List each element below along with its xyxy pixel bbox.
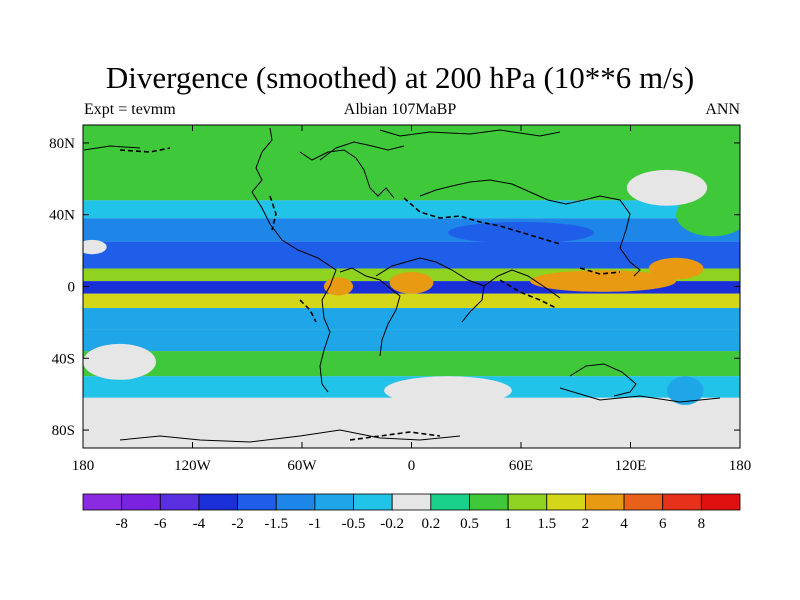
colorbar-box-8 bbox=[391, 493, 432, 511]
contour-blob-3 bbox=[648, 257, 704, 280]
contour-band-4 bbox=[83, 241, 740, 269]
colorbar-label: 6 bbox=[659, 516, 667, 532]
colorbar-label: 4 bbox=[620, 516, 628, 532]
contour-band-7 bbox=[83, 293, 740, 309]
y-tick-label: 80S bbox=[52, 423, 75, 439]
colorbar-label: 8 bbox=[698, 516, 706, 532]
colorbar-label: -1 bbox=[309, 516, 322, 532]
contour-band-2 bbox=[83, 200, 740, 219]
colorbar-box-15 bbox=[662, 493, 702, 511]
colorbar-box-5 bbox=[275, 493, 316, 511]
colorbar-label: 1.5 bbox=[537, 516, 556, 532]
contour-band-0 bbox=[83, 125, 740, 165]
colorbar-label: 0.2 bbox=[421, 516, 440, 532]
contour-blob-7 bbox=[384, 376, 512, 405]
colorbar-label: -0.2 bbox=[380, 516, 404, 532]
contour-band-3 bbox=[83, 218, 740, 242]
contour-band-8 bbox=[83, 308, 740, 330]
colorbar-label: -0.5 bbox=[342, 516, 366, 532]
colorbar-box-11 bbox=[507, 493, 548, 511]
paleo-shorelines bbox=[119, 147, 621, 441]
subtitle-right: ANN bbox=[705, 101, 740, 118]
colorbar-label: -6 bbox=[154, 516, 167, 532]
contour-blob-6 bbox=[626, 169, 708, 206]
contour-blob-1 bbox=[389, 272, 434, 294]
contour-blob-5 bbox=[83, 343, 156, 380]
colorbar-label: 2 bbox=[582, 516, 590, 532]
colorbar-label: 0.5 bbox=[460, 516, 479, 532]
x-tick-label: 180 bbox=[729, 458, 752, 474]
contour-blob-2 bbox=[323, 277, 354, 296]
y-tick-label: 80N bbox=[49, 136, 75, 152]
colorbar-box-3 bbox=[198, 493, 238, 511]
contour-blob-0 bbox=[530, 270, 677, 292]
colorbar-box-0 bbox=[82, 493, 123, 511]
colorbar-box-9 bbox=[430, 493, 470, 511]
colorbar-label: 1 bbox=[504, 516, 512, 532]
x-tick-label: 180 bbox=[72, 458, 95, 474]
contour-band-10 bbox=[83, 351, 740, 377]
y-axis: 80N 40N 0 40S 80S bbox=[49, 136, 740, 439]
contour-band-9 bbox=[83, 329, 740, 352]
colorbar-box-14 bbox=[623, 493, 664, 511]
subtitle-center: Albian 107MaBP bbox=[343, 101, 457, 118]
colorbar-label: -2 bbox=[231, 516, 244, 532]
x-tick-label: 120E bbox=[615, 458, 647, 474]
y-tick-label: 0 bbox=[68, 280, 76, 296]
coastlines bbox=[83, 127, 721, 443]
colorbar-box-7 bbox=[353, 493, 393, 511]
colorbar-box-16 bbox=[700, 493, 741, 511]
colorbar-box-2 bbox=[159, 493, 200, 511]
colorbar-label: -1.5 bbox=[264, 516, 288, 532]
colorbar-box-10 bbox=[469, 493, 509, 511]
colorbar-box-1 bbox=[121, 493, 161, 511]
contour-blob-8 bbox=[83, 239, 107, 255]
x-axis: 180 120W 60W 0 60E 120E 180 bbox=[72, 125, 752, 474]
x-tick-label: 60E bbox=[509, 458, 533, 474]
x-tick-label: 60W bbox=[287, 458, 317, 474]
contour-blob-4 bbox=[676, 193, 740, 237]
y-tick-label: 40S bbox=[52, 351, 75, 367]
chart-title: Divergence (smoothed) at 200 hPa (10**6 … bbox=[105, 60, 695, 95]
y-tick-label: 40N bbox=[49, 208, 75, 224]
x-tick-label: 0 bbox=[408, 458, 416, 474]
subtitle-left: Expt = tevmm bbox=[84, 101, 176, 118]
x-tick-label: 120W bbox=[174, 458, 212, 474]
colorbar: -8 -6 -4 -2 -1.5 -1 -0.5 -0.2 0.2 0.5 1 1.5 2 4 6 8 bbox=[82, 493, 741, 532]
colorbar-label: -4 bbox=[193, 516, 206, 532]
plot-area bbox=[83, 125, 740, 448]
colorbar-box-12 bbox=[546, 493, 586, 511]
colorbar-box-6 bbox=[314, 493, 354, 511]
contour-blob-10 bbox=[448, 221, 594, 244]
colorbar-label: -8 bbox=[115, 516, 128, 532]
colorbar-box-13 bbox=[585, 493, 625, 511]
contour-blob-9 bbox=[667, 376, 704, 405]
colorbar-box-4 bbox=[237, 493, 277, 511]
contour-band-12 bbox=[83, 397, 740, 448]
